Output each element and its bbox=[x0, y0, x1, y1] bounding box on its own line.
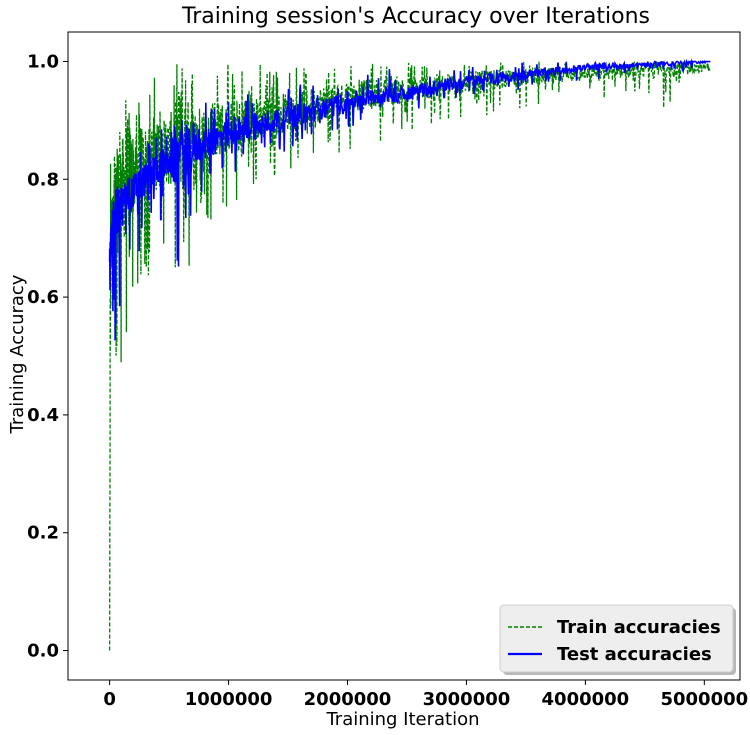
chart-title: Training session's Accuracy over Iterati… bbox=[181, 4, 650, 29]
x-axis-label: Training Iteration bbox=[325, 709, 479, 730]
plot-frame bbox=[67, 31, 741, 681]
y-tick-label: 0.2 bbox=[27, 523, 59, 544]
x-tick-label: 0 bbox=[103, 689, 116, 710]
legend-test-label: Test accuracies bbox=[557, 644, 712, 665]
x-tick-label: 2000000 bbox=[304, 689, 392, 710]
axis-ticks: 0 1000000 2000000 3000000 4000000 5000000 0.0 0… bbox=[27, 51, 748, 710]
y-axis-label: Training Accuracy bbox=[7, 274, 28, 434]
plot-area bbox=[108, 58, 711, 651]
test-accuracy-line bbox=[108, 58, 711, 341]
x-tick-label: 3000000 bbox=[423, 689, 511, 710]
y-tick-label: 0.0 bbox=[27, 641, 59, 662]
y-tick-label: 0.8 bbox=[27, 169, 59, 190]
x-tick-label: 5000000 bbox=[660, 689, 748, 710]
y-tick-label: 0.4 bbox=[27, 405, 59, 426]
legend: Train accuracies Test accuracies bbox=[499, 604, 736, 675]
x-tick-label: 1000000 bbox=[185, 689, 273, 710]
legend-train-label: Train accuracies bbox=[557, 617, 721, 638]
legend-box bbox=[499, 604, 734, 673]
y-tick-label: 1.0 bbox=[27, 51, 59, 72]
y-tick-label: 0.6 bbox=[27, 287, 59, 308]
x-tick-label: 4000000 bbox=[542, 689, 630, 710]
